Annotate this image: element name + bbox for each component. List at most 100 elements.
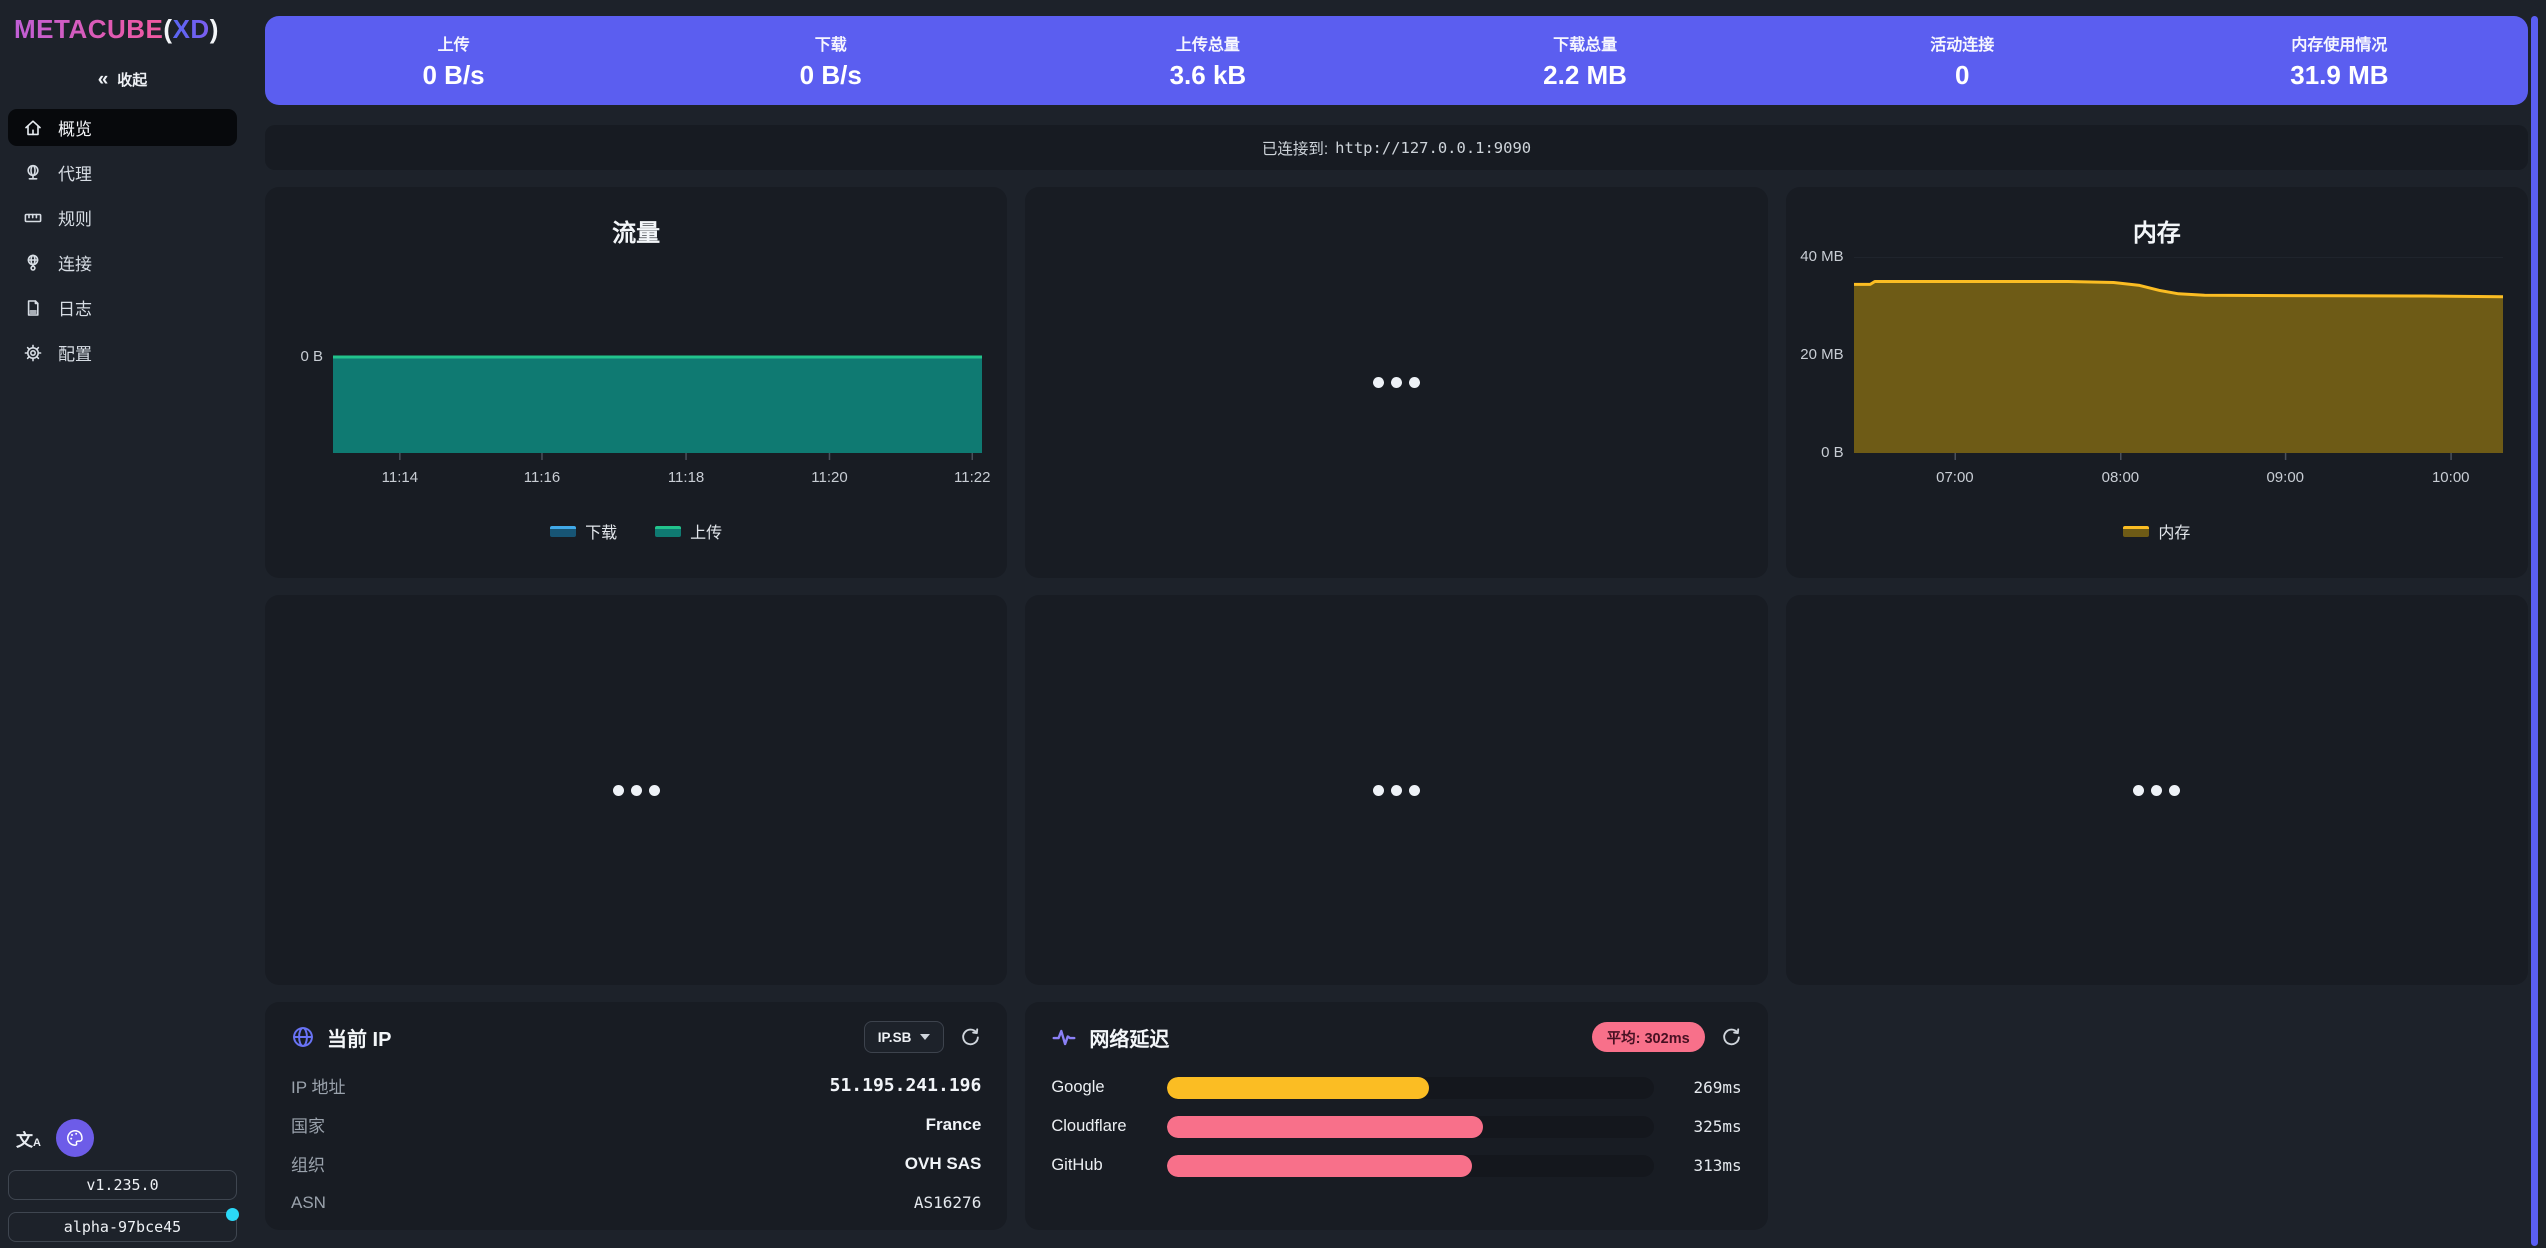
x-axis-tick: 11:20 [811,469,848,486]
latency-row-github: GitHub 313ms [1051,1154,1742,1177]
loading-dots [1372,784,1420,796]
globe-icon [293,1027,313,1047]
logo-primary: METACUBE [14,14,164,44]
connections-globe-icon [27,254,39,271]
settings-gear-icon [24,344,42,361]
ip-provider-select[interactable]: IP.SB [863,1021,945,1053]
x-axis-tick: 10:00 [2431,469,2470,486]
legend-entry-memory: 内存 [2123,519,2190,543]
ip-refresh-button[interactable] [960,1027,981,1048]
x-axis-tick: 07:00 [1936,469,1974,486]
dashboard-grid: 流量 0 B 11:14 11:16 11:18 11:20 11:22 下载 上传 内… [265,187,2528,1230]
stat-download-total: 下载总量 2.2 MB [1543,36,1627,90]
sidebar-item-label: 规则 [58,210,92,229]
proxy-globe-icon [27,164,39,180]
home-icon [25,119,41,135]
sidebar-item-label: 概览 [58,120,92,139]
app-logo: METACUBE(XD) [14,14,219,44]
sidebar-menu: 概览 代理 规则 连接 日志 配置 [0,109,245,371]
sidebar-item-label: 代理 [58,165,92,184]
latency-rows: Google 269ms Cloudflare 325ms GitHub 313… [1051,1068,1742,1185]
memory-chart-card: 内存 40 MB 20 MB 0 B 07:00 08:00 09:00 10:00 内存 [1785,187,2528,578]
sidebar: METACUBE(XD) « 收起 概览 代理 规则 连接 [0,0,245,1248]
ruler-icon [24,213,42,222]
sidebar-collapse-button[interactable]: « 收起 [28,63,218,95]
main-content: 上传 0 B/s 下载 0 B/s 上传总量 3.6 kB 下载总量 2.2 MB 活动… [245,0,2546,1248]
download-series-swatch [550,525,577,537]
backend-url: http://127.0.0.1:9090 [1335,138,1532,157]
sidebar-bottom: 文A v1.235.0 alpha-97bce45 [8,1119,239,1242]
upload-series-swatch [655,525,682,537]
y-axis-tick: 0 B [300,347,323,365]
stat-active-connections: 活动连接 0 [1930,36,1995,90]
connected-status-bar: 已连接到: http://127.0.0.1:9090 [265,125,2528,170]
network-latency-title: 网络延迟 [1089,1028,1170,1051]
latency-refresh-button[interactable] [1721,1027,1742,1048]
stats-header: 上传 0 B/s 下载 0 B/s 上传总量 3.6 kB 下载总量 2.2 MB 活动… [265,16,2528,105]
sidebar-item-label: 日志 [58,300,92,319]
collapse-label: 收起 [117,71,148,89]
update-available-dot [226,1208,239,1221]
x-axis-tick: 09:00 [2266,469,2305,486]
memory-chart-legend: 内存 [1786,519,2528,543]
sidebar-item-connections[interactable]: 连接 [8,244,237,281]
loading-dots [2133,784,2181,796]
sidebar-item-proxies[interactable]: 代理 [8,154,237,191]
stat-upload: 上传 0 B/s [422,36,485,90]
latency-bar-track [1167,1115,1654,1138]
memory-plot-svg [1853,256,2503,460]
connected-prefix: 已连接到: [1261,140,1329,158]
traffic-chart-legend: 下载 上传 [265,519,1007,543]
loading-card [265,595,1008,985]
memory-chart-plot [1853,256,2503,463]
refresh-icon [1722,1027,1740,1045]
memory-chart-title: 内存 [2132,220,2181,247]
memory-series-swatch [2123,525,2150,537]
scrollbar-thumb[interactable] [2531,16,2538,1246]
traffic-plot-svg [333,355,982,460]
sidebar-item-label: 配置 [58,345,92,364]
latency-bar-track [1167,1154,1654,1177]
loading-card [1785,595,2528,985]
loading-card [1025,595,1768,985]
latency-row-cloudflare: Cloudflare 325ms [1051,1115,1742,1138]
sidebar-item-label: 连接 [58,255,92,274]
loading-dots [612,784,660,796]
y-axis-tick: 20 MB [1800,346,1844,363]
language-button[interactable]: 文A [16,1126,41,1151]
version-badge: v1.235.0 [8,1170,237,1200]
build-badge: alpha-97bce45 [8,1208,239,1242]
x-axis-tick: 08:00 [2101,469,2140,486]
stat-memory-usage: 内存使用情况 31.9 MB [2290,36,2389,90]
sidebar-item-config[interactable]: 配置 [8,334,237,371]
pulse-icon [1052,1029,1076,1046]
current-ip-card: 当前 IP IP.SB IP 地址 51.195.241.196 国家 France… [265,1002,1008,1230]
latency-bar-fill [1167,1115,1484,1138]
sidebar-item-overview[interactable]: 概览 [8,109,237,146]
x-axis-tick: 11:18 [667,469,705,486]
sidebar-item-rules[interactable]: 规则 [8,199,237,236]
stat-upload-total: 上传总量 3.6 kB [1169,36,1247,90]
chevron-down-icon [920,1034,931,1040]
latency-bar-fill [1167,1076,1429,1099]
double-chevron-left-icon: « [97,68,109,90]
theme-button[interactable] [55,1119,94,1157]
latency-bar-track [1167,1076,1654,1099]
y-axis-tick: 40 MB [1800,248,1844,265]
ip-address-row: IP 地址 51.195.241.196 [291,1075,982,1097]
logo-accent: XD [172,14,210,44]
ip-info-rows: IP 地址 51.195.241.196 国家 France 组织 OVH SAS A… [291,1066,981,1222]
latency-row-google: Google 269ms [1051,1076,1742,1099]
average-latency-badge: 平均: 302ms [1591,1022,1705,1052]
sidebar-item-logs[interactable]: 日志 [8,289,237,326]
loading-dots [1372,377,1420,388]
traffic-chart-plot [333,257,982,463]
x-axis-tick: 11:14 [381,469,419,486]
traffic-chart-card: 流量 0 B 11:14 11:16 11:18 11:20 11:22 下载 上传 [265,187,1008,578]
asn-row: ASN AS16276 [291,1192,982,1213]
traffic-chart-title: 流量 [612,220,661,247]
stat-download: 下载 0 B/s [799,36,862,90]
y-axis-tick: 0 B [1821,444,1844,461]
logs-file-icon [27,299,39,316]
